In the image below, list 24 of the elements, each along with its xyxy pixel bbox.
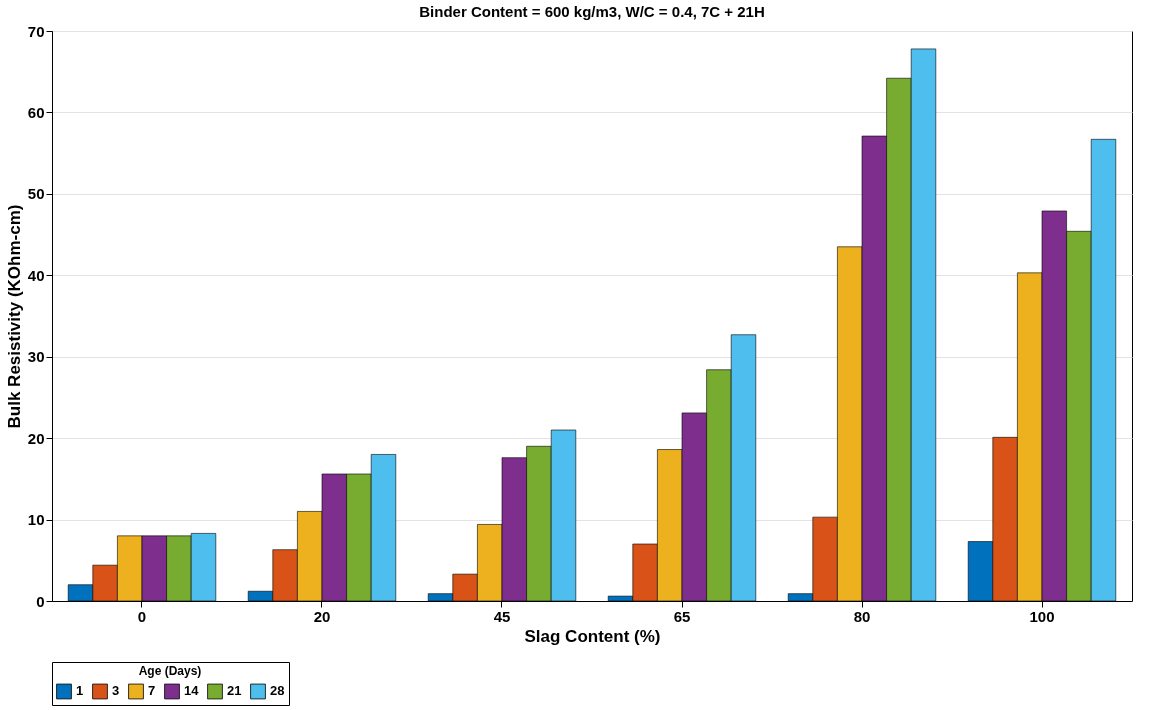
legend-label: 1 [76, 683, 84, 699]
y-tick-label: 70 [27, 22, 45, 40]
x-axis-title: Slag Content (%) [524, 626, 661, 646]
y-tick-label: 20 [27, 429, 45, 447]
legend-title: Age (Days) [138, 664, 202, 678]
x-tick-label: 100 [1029, 607, 1055, 625]
y-tick-label: 60 [27, 103, 45, 121]
legend-label: 14 [184, 683, 200, 699]
y-tick-label: 50 [27, 185, 45, 203]
y-tick-label: 0 [36, 592, 45, 610]
x-tick-label: 65 [673, 607, 691, 625]
y-axis-title: Bulk Resistivity (KOhm-cm) [4, 204, 24, 429]
legend-label: 7 [148, 683, 156, 699]
legend-label: 3 [112, 683, 120, 699]
x-tick-label: 0 [137, 607, 147, 625]
legend-label: 21 [227, 683, 242, 699]
y-tick-label: 30 [27, 348, 45, 366]
y-tick-label: 10 [27, 511, 45, 529]
x-tick-label: 80 [853, 607, 871, 625]
x-tick-label: 20 [313, 607, 331, 625]
x-tick-label: 45 [493, 607, 511, 625]
legend-label: 28 [270, 683, 285, 699]
y-tick-label: 40 [27, 266, 45, 284]
chart-title: Binder Content = 600 kg/m3, W/C = 0.4, 7C + 21H [419, 3, 765, 20]
